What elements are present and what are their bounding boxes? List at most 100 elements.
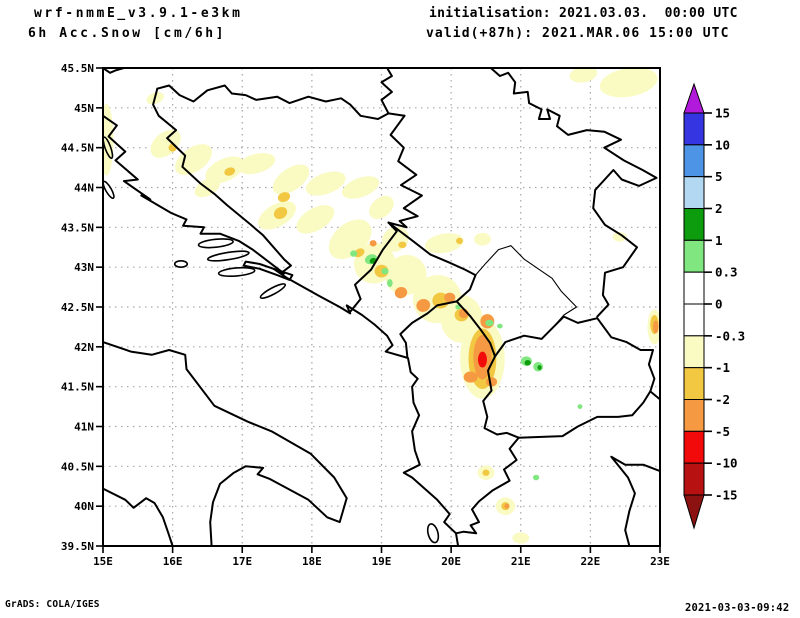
border-line [103, 114, 460, 546]
border-line [399, 274, 477, 358]
island-outline [259, 283, 287, 299]
snow-blob [369, 240, 377, 247]
colorbar: 15 10 5 2 1 0.3 0 -0.3 -1 -2 -5 -10 -15 [683, 82, 745, 530]
y-tick-label: 41.5N [61, 381, 94, 394]
snow-blob [497, 323, 503, 329]
colorbar-tick-label: 10 [715, 137, 730, 152]
border-line [103, 341, 348, 546]
x-tick-label: 17E [232, 555, 252, 568]
snow-blob [416, 298, 431, 312]
snow-blob [424, 233, 464, 254]
snow-blob [524, 359, 531, 366]
border-line [494, 315, 660, 401]
snow-blob [482, 469, 490, 476]
border-line [380, 68, 393, 115]
y-tick-label: 45.5N [61, 62, 94, 75]
snow-blob [381, 267, 389, 275]
border-line [455, 300, 520, 439]
colorbar-segment [683, 271, 705, 305]
border-line [349, 221, 398, 313]
grads-credit: GrADS: COLA/IGES [5, 599, 100, 610]
border-line-thin [474, 245, 578, 328]
snow-blob [577, 404, 583, 409]
border-line [103, 487, 174, 546]
snow-blob [305, 171, 346, 196]
snow-blob [653, 320, 659, 334]
snow-blob [612, 232, 627, 242]
y-tick-label: 39.5N [61, 540, 94, 553]
x-tick-label: 18E [302, 555, 322, 568]
snow-blob [394, 286, 408, 299]
snow-blob [455, 237, 463, 245]
island-outline [103, 136, 114, 159]
snow-blob [277, 192, 291, 203]
colorbar-segment [683, 303, 705, 337]
y-tick-label: 41N [74, 421, 94, 434]
border-line [610, 455, 660, 546]
creation-timestamp: 2021-03-03-09:42 [685, 602, 790, 614]
valid-time-label: valid(+87h): 2021.MAR.06 15:00 UTC [426, 26, 730, 41]
colorbar-tick-label: 15 [715, 106, 730, 121]
island-outline [426, 523, 440, 544]
snow-blob [512, 532, 530, 544]
snow-blob [273, 207, 288, 219]
colorbar-segment [683, 462, 705, 496]
snow-blob [504, 503, 510, 509]
colorbar-tick-label: 0.3 [715, 265, 738, 280]
snow-blob [537, 365, 542, 370]
y-tick-label: 45N [74, 102, 94, 115]
colorbar-tick-label: -1 [715, 360, 730, 375]
snow-blob [485, 319, 494, 327]
snow-blob [237, 153, 276, 175]
snow-blob [398, 241, 407, 249]
colorbar-segment [683, 335, 705, 369]
colorbar-segment [683, 239, 705, 273]
y-tick-label: 44N [74, 182, 94, 195]
snow-blob [369, 195, 394, 219]
border-line [103, 68, 125, 74]
snow-blob [385, 254, 427, 296]
snow-blob [387, 279, 393, 288]
snow-blob [599, 68, 658, 98]
island-outline [197, 238, 234, 249]
y-tick-label: 42.5N [61, 301, 94, 314]
colorbar-segment [683, 112, 705, 146]
snow-blob [342, 176, 380, 199]
snow-blob [272, 164, 310, 195]
x-tick-label: 16E [163, 555, 183, 568]
border-line [489, 68, 658, 318]
snow-blob [296, 205, 335, 234]
colorbar-tick-label: -0.3 [715, 328, 745, 343]
snow-blob [463, 371, 478, 383]
colorbar-segment [683, 208, 705, 241]
x-tick-label: 19E [372, 555, 392, 568]
y-tick-label: 40.5N [61, 460, 94, 473]
border-line [517, 390, 652, 439]
init-time-label: initialisation: 2021.03.03. 00:00 UTC [429, 6, 738, 21]
colorbar-arrow-bottom [683, 494, 705, 530]
border-line [387, 221, 477, 277]
border-line [156, 84, 406, 120]
y-tick-label: 43N [74, 261, 94, 274]
colorbar-arrow-top [683, 82, 705, 114]
x-tick-label: 21E [511, 555, 531, 568]
snow-blob [205, 156, 245, 184]
border-line [387, 114, 423, 229]
colorbar-segment [683, 367, 705, 400]
x-tick-label: 22E [580, 555, 600, 568]
snow-shaded-regions [103, 68, 660, 544]
colorbar-tick-label: 2 [715, 201, 723, 216]
map-axes: 45.5N 45N 44.5N 44N 43.5N 43N 42.5N 42N 41.5N 41N… [61, 62, 670, 568]
y-tick-label: 40N [74, 500, 94, 513]
colorbar-segment [683, 399, 705, 432]
colorbar-tick-label: -2 [715, 392, 730, 407]
snow-blob [532, 474, 540, 481]
snow-blob [444, 292, 456, 303]
model-title: wrf-nmmE_v3.9.1-e3km [34, 6, 243, 21]
snow-blob [224, 167, 236, 176]
colorbar-segment [683, 176, 705, 210]
y-tick-label: 42N [74, 341, 94, 354]
colorbar-tick-label: -10 [715, 456, 738, 471]
y-tick-label: 43.5N [61, 221, 94, 234]
